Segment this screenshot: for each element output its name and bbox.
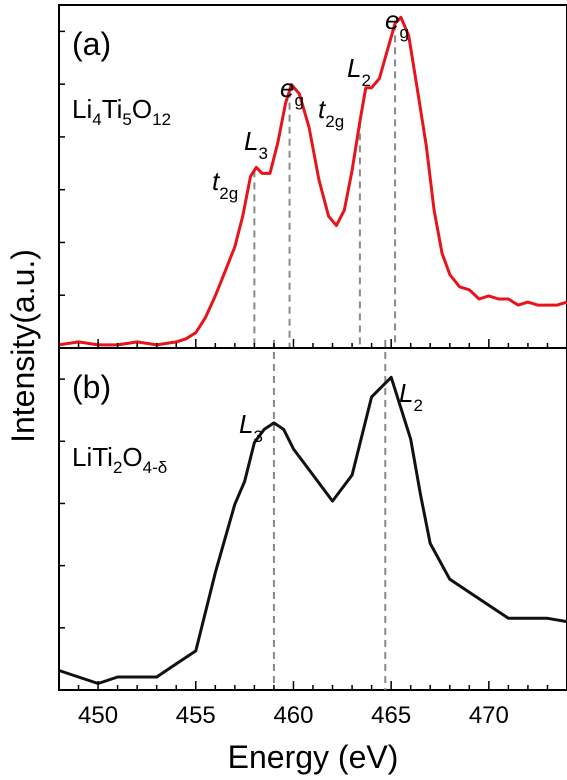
- panel-a-y-ticks: [59, 30, 65, 296]
- x-tick-label: 450: [78, 702, 118, 729]
- panel-a-series-line: [58, 15, 567, 347]
- x-axis-ticks: 450 455 460 465 470: [58, 339, 567, 729]
- annotation-eg-l3: eg: [280, 73, 304, 110]
- annotation-b-l3: L3: [239, 409, 263, 446]
- annotation-t2g-l2: t2g: [318, 94, 344, 131]
- x-axis-label: Energy (eV): [228, 739, 399, 775]
- panel-b-y-ticks: [59, 378, 65, 629]
- y-axis-label: Intensity(a.u.): [5, 249, 41, 443]
- panel-a-sample-label: Li4Ti5O12: [72, 94, 171, 129]
- annotation-b-l2: L2: [399, 378, 423, 415]
- panel-b-label: (b): [72, 369, 111, 405]
- annotation-t2g-l3: t2g: [212, 166, 238, 203]
- panel-a: (a) Li4Ti5O12 t2g L3 eg t2g L2 eg: [58, 4, 567, 349]
- panel-a-peak-markers: [253, 23, 397, 348]
- panel-b-frame: [58, 347, 567, 691]
- x-tick-label: 470: [469, 702, 509, 729]
- annotation-l3: L3: [244, 126, 268, 163]
- panel-b: (b) LiTi2O4-δ L3 L2: [58, 340, 567, 691]
- panel-a-label: (a): [72, 26, 111, 62]
- panel-b-peak-markers: [272, 340, 387, 690]
- annotation-l2: L2: [347, 53, 371, 90]
- panel-b-series-line: [58, 375, 567, 685]
- x-tick-label: 465: [371, 702, 411, 729]
- panel-b-sample-label: LiTi2O4-δ: [72, 442, 167, 477]
- annotation-eg-l2: eg: [385, 5, 409, 42]
- x-tick-label: 455: [176, 702, 216, 729]
- x-tick-label: 460: [273, 702, 313, 729]
